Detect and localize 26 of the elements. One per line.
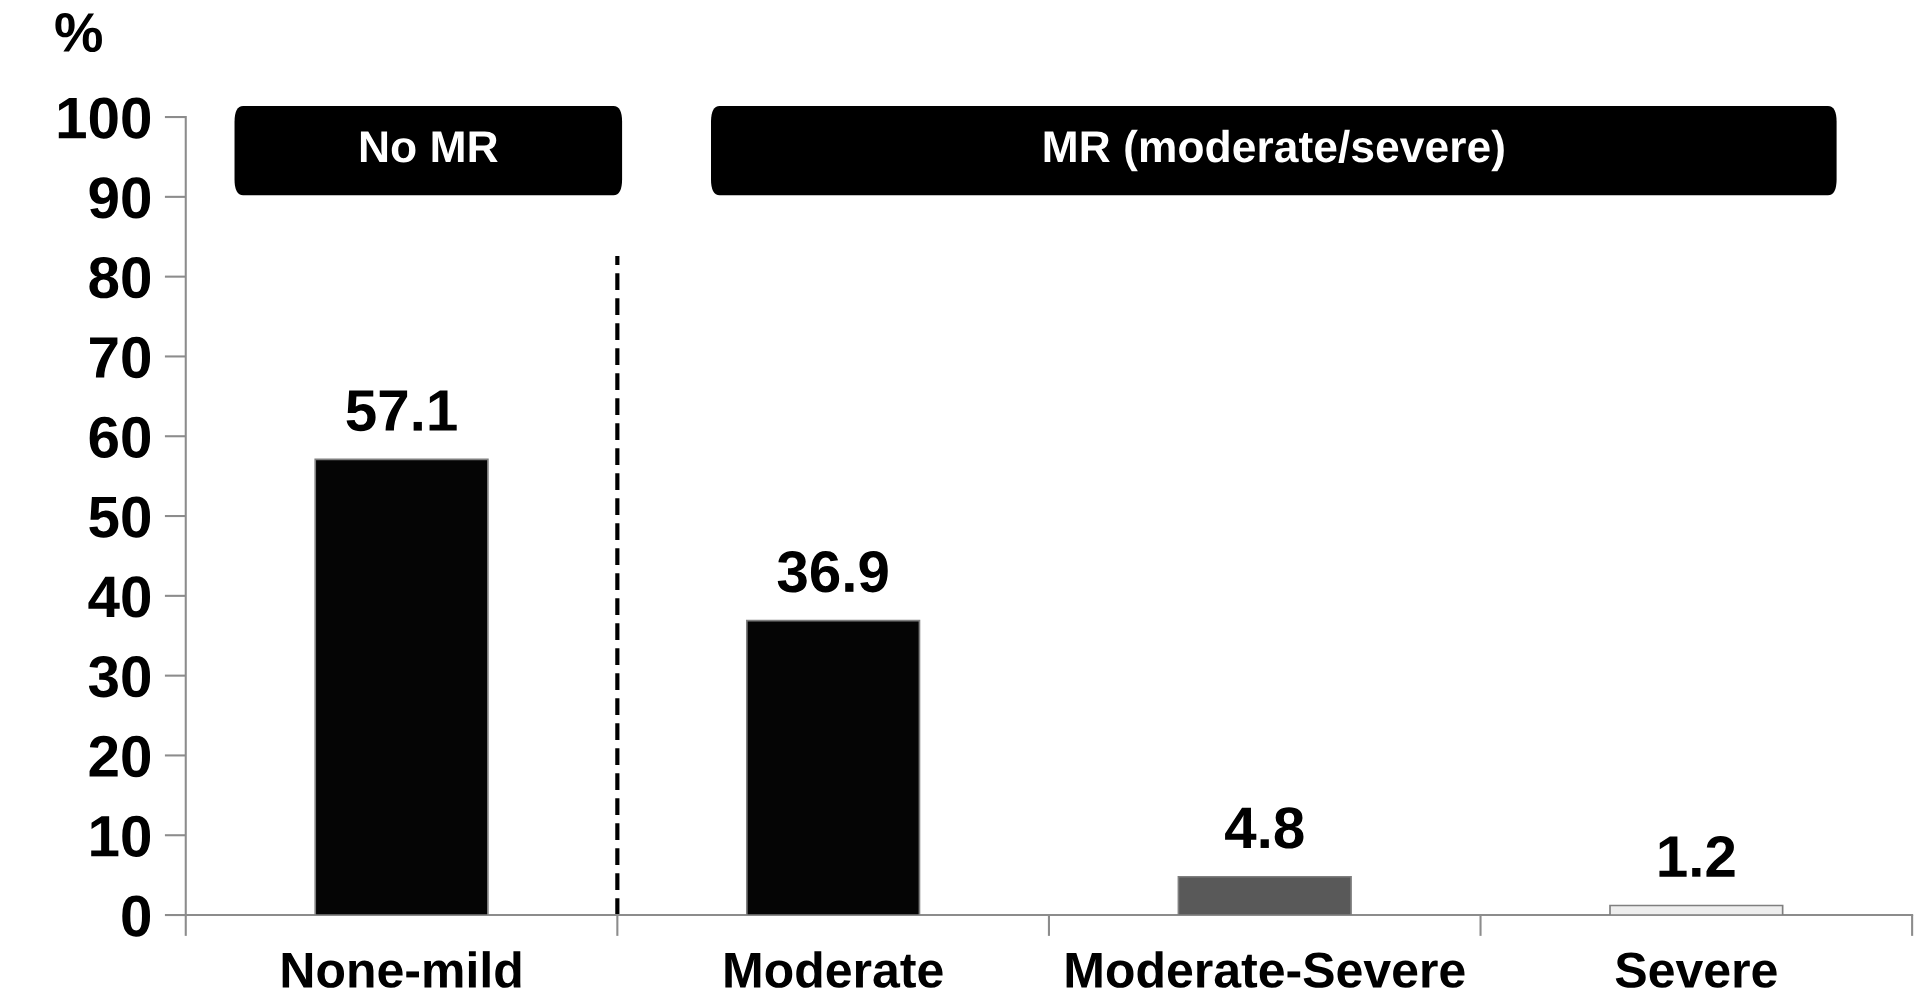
y-tick-label: 100 <box>58 97 151 139</box>
x-tick-label: Moderate-Severe <box>1066 951 1465 988</box>
y-tick-label: 20 <box>89 735 151 778</box>
bar <box>1177 875 1352 916</box>
y-tick-label: 0 <box>122 895 151 937</box>
y-tick-label: 80 <box>89 257 151 299</box>
y-tick-label: 90 <box>89 177 151 219</box>
annotation: No MR <box>360 131 498 163</box>
data-label: 4.8 <box>1225 807 1304 849</box>
annotation: MR (moderate/severe) <box>1044 129 1504 172</box>
data-label: 36.9 <box>777 551 888 593</box>
y-tick-label: 70 <box>90 336 151 379</box>
y-tick-label: 30 <box>88 656 151 698</box>
y-tick-label: 60 <box>89 416 151 458</box>
bar <box>1609 904 1784 916</box>
data-label: 57.1 <box>346 390 457 432</box>
y-tick-label: 40 <box>88 576 151 618</box>
bar <box>314 458 489 916</box>
x-tick-label: Severe <box>1615 952 1777 988</box>
y-axis-title: % <box>55 12 102 53</box>
y-tick-label: 50 <box>89 496 151 538</box>
x-tick-label: None-mild <box>282 951 521 988</box>
y-tick-label: 10 <box>91 815 151 857</box>
x-tick-label: Moderate <box>725 951 943 988</box>
data-label: 1.2 <box>1659 835 1735 877</box>
bar <box>745 619 921 916</box>
